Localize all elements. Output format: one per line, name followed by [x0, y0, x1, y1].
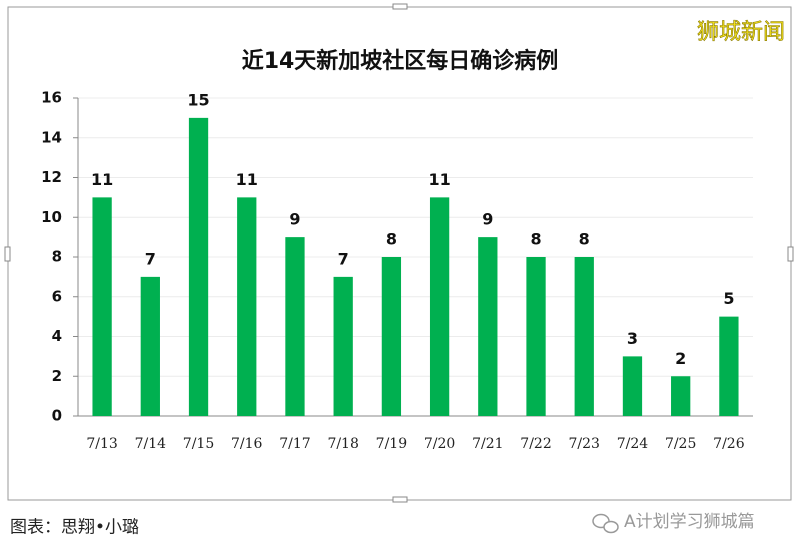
- x-tick-label: 7/24: [617, 436, 649, 452]
- resize-handle: [392, 3, 408, 10]
- data-label: 11: [91, 170, 113, 189]
- y-tick-label: 6: [52, 287, 62, 305]
- y-tick-label: 0: [52, 407, 62, 425]
- data-label: 3: [627, 329, 638, 348]
- data-label: 11: [236, 170, 258, 189]
- x-tick-label: 7/23: [569, 436, 600, 452]
- data-label: 8: [579, 230, 590, 249]
- y-tick-label: 2: [52, 367, 62, 385]
- x-tick-label: 7/14: [135, 436, 167, 452]
- y-tick-label: 16: [41, 89, 62, 107]
- x-tick-label: 7/13: [86, 436, 117, 452]
- x-tick-label: 7/26: [713, 436, 745, 452]
- y-tick-label: 4: [52, 327, 62, 345]
- chart-title: 近14天新加坡社区每日确诊病例: [242, 48, 559, 74]
- x-tick-label: 7/19: [376, 436, 407, 452]
- data-label: 8: [386, 230, 397, 249]
- y-tick-label: 10: [41, 208, 62, 226]
- wechat-icon: [592, 513, 619, 534]
- watermark: 狮城新闻: [697, 20, 785, 45]
- bar: [140, 276, 160, 416]
- bar: [188, 117, 209, 416]
- resize-handle: [392, 496, 408, 503]
- data-label: 7: [338, 249, 349, 268]
- x-tick-label: 7/17: [279, 436, 310, 452]
- x-tick-label: 7/25: [665, 436, 696, 452]
- x-tick-label: 7/18: [327, 436, 358, 452]
- bar: [719, 316, 739, 416]
- bar: [526, 257, 546, 416]
- y-tick-label: 14: [41, 128, 62, 146]
- bar: [622, 356, 643, 416]
- x-tick-label: 7/15: [183, 436, 214, 452]
- resize-handle: [4, 246, 11, 262]
- data-label: 8: [530, 230, 541, 249]
- x-tick-label: 7/20: [424, 436, 455, 452]
- x-tick-label: 7/22: [520, 436, 551, 452]
- source: A计划学习狮城篇: [624, 512, 755, 532]
- bar: [429, 197, 450, 416]
- bar: [381, 257, 402, 416]
- bar: [237, 197, 257, 416]
- data-label: 7: [145, 249, 156, 268]
- bar: [285, 237, 305, 416]
- data-label: 5: [723, 289, 734, 308]
- data-label: 2: [675, 349, 686, 368]
- caption: 图表：思翔•小璐: [10, 518, 139, 538]
- bar: [574, 257, 594, 416]
- resize-handle: [787, 246, 794, 262]
- data-label: 9: [482, 210, 493, 229]
- chart-frame: [7, 6, 792, 501]
- bar: [333, 276, 353, 416]
- bar: [92, 197, 112, 416]
- data-label: 15: [187, 90, 209, 109]
- x-tick-label: 7/16: [231, 436, 263, 452]
- y-tick-label: 12: [41, 168, 62, 186]
- x-tick-label: 7/21: [472, 436, 503, 452]
- bar: [478, 237, 498, 416]
- y-tick-label: 8: [52, 248, 62, 266]
- data-label: 9: [289, 210, 300, 229]
- bar: [671, 376, 691, 416]
- data-label: 11: [428, 170, 450, 189]
